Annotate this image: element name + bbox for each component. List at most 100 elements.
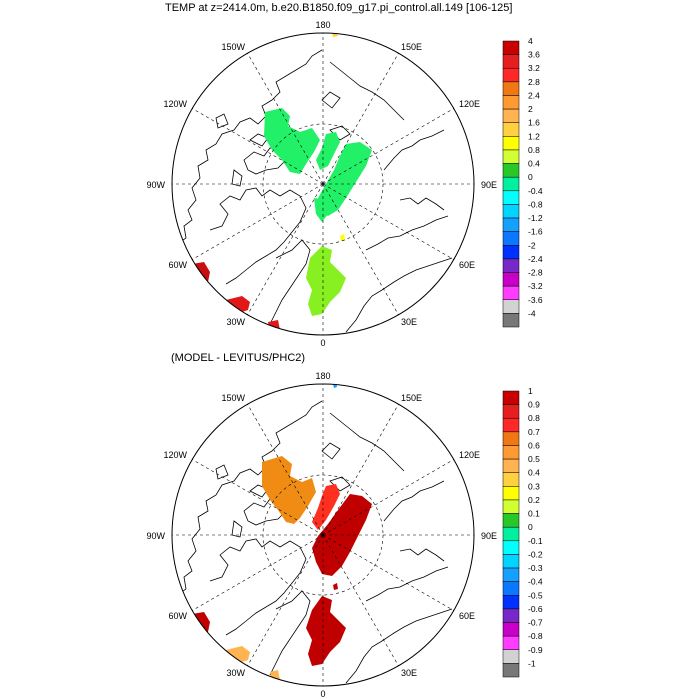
bottom-colorbar-label: 0.4 <box>528 468 540 478</box>
top-colorbar-swatch <box>502 176 520 192</box>
top-colorbar-swatch <box>502 108 520 123</box>
top-colorbar-label: -1.2 <box>528 213 543 223</box>
top-colorbar-label: 1.2 <box>528 131 540 141</box>
bottom-colorbar-swatch <box>502 567 520 582</box>
top-colorbar-label: -2 <box>528 240 536 250</box>
top-colorbar-label: 0 <box>528 172 533 182</box>
bottom-lon-label-180: 180 <box>315 371 330 381</box>
top-colorbar-label: -2.4 <box>528 254 543 264</box>
bottom-colorbar-label: 0.8 <box>528 413 540 423</box>
bottom-lon-label-60e: 60E <box>459 611 475 621</box>
top-colorbar-label: 1.6 <box>528 118 540 128</box>
top-colorbar-label: 4 <box>528 36 533 46</box>
top-lon-label-120w: 120W <box>163 99 187 109</box>
top-colorbar-label: -4 <box>528 308 536 318</box>
bottom-colorbar-label: 0.7 <box>528 427 540 437</box>
top-colorbar-swatch <box>502 95 520 110</box>
bottom-colorbar-swatch <box>502 608 520 623</box>
bottom-colorbar-label: 1 <box>528 386 533 396</box>
top-lon-label-0: 0 <box>320 338 325 348</box>
top-lon-label-30w: 30W <box>226 317 245 327</box>
top-colorbar-swatch <box>502 67 520 83</box>
top-colorbar-label: -3.6 <box>528 295 543 305</box>
top-colorbar-swatch <box>502 190 520 205</box>
top-colorbar-swatch <box>502 285 520 301</box>
bottom-colorbar-swatch <box>502 513 520 528</box>
top-lon-label-180: 180 <box>315 20 330 30</box>
top-colorbar-label: 3.6 <box>528 50 540 60</box>
top-lon-label-120e: 120E <box>459 99 480 109</box>
top-colorbar-swatch <box>502 149 520 164</box>
top-colorbar-label: 3.2 <box>528 63 540 73</box>
top-colorbar-swatch <box>502 258 520 273</box>
bottom-colorbar-swatch <box>502 431 520 446</box>
top-colorbar-label: -1.6 <box>528 227 543 237</box>
top-colorbar-swatch <box>502 299 520 314</box>
bottom-lon-label-150w: 150W <box>221 393 245 403</box>
top-longitude-labels: 180 150E 120E 90E 60E 30E 0 30W 60W 90W … <box>146 20 497 348</box>
bottom-colorbar-label: -0.4 <box>528 577 543 587</box>
top-colorbar-label: 0.8 <box>528 145 540 155</box>
bottom-lon-label-30w: 30W <box>226 668 245 678</box>
bottom-colorbar: 1 0.9 0.8 0.7 0.6 0.5 0.4 0.3 0.2 0.1 0 -0.1 -0.2 -0.… <box>502 386 543 678</box>
bottom-colorbar-label: -0.9 <box>528 645 543 655</box>
bottom-colorbar-label: -0.2 <box>528 549 543 559</box>
bottom-lon-label-90e: 90E <box>481 531 497 541</box>
bottom-colorbar-label: -0.7 <box>528 618 543 628</box>
top-polar-map: 180 150E 120E 90E 60E 30E 0 30W 60W 90W … <box>146 20 497 348</box>
bottom-colorbar-label: 0.3 <box>528 481 540 491</box>
top-lon-label-150e: 150E <box>401 42 422 52</box>
bottom-colorbar-swatch <box>502 581 520 596</box>
top-plot-title: TEMP at z=2414.0m, b.e20.B1850.f09_g17.p… <box>165 2 513 14</box>
bottom-colorbar-swatch <box>502 526 520 542</box>
bottom-colorbar-label: 0 <box>528 522 533 532</box>
bottom-colorbar-label: 0.9 <box>528 400 540 410</box>
top-colorbar-swatch <box>502 272 520 287</box>
bottom-longitude-labels: 180 150E 120E 90E 60E 30E 0 30W 60W 90W … <box>146 371 497 699</box>
top-lon-label-60w: 60W <box>168 260 187 270</box>
bottom-colorbar-label: -0.1 <box>528 536 543 546</box>
bottom-lon-label-90w: 90W <box>146 531 165 541</box>
bottom-colorbar-swatch <box>502 622 520 637</box>
bottom-colorbar-swatch <box>502 404 520 419</box>
top-colorbar-swatch <box>502 231 520 246</box>
bottom-colorbar-label: -1 <box>528 658 536 668</box>
bottom-colorbar-swatch <box>502 595 520 610</box>
top-coastlines <box>175 49 453 333</box>
bottom-colorbar-label: 0.1 <box>528 509 540 519</box>
top-colorbar-swatch <box>502 136 520 151</box>
top-lon-label-60e: 60E <box>459 260 475 270</box>
bottom-graticule <box>172 384 474 686</box>
bottom-colorbar-label: 0.2 <box>528 495 540 505</box>
bottom-colorbar-swatch <box>502 417 520 433</box>
bottom-colorbar-label: -0.6 <box>528 604 543 614</box>
bottom-colorbar-label: -0.3 <box>528 563 543 573</box>
bottom-colorbar-swatch <box>502 663 520 678</box>
bottom-lon-label-120e: 120E <box>459 450 480 460</box>
top-map-boundary <box>171 32 475 336</box>
top-temperature-field <box>192 33 372 332</box>
bottom-lon-label-60w: 60W <box>168 611 187 621</box>
bottom-polar-map: 180 150E 120E 90E 60E 30E 0 30W 60W 90W … <box>146 371 497 699</box>
top-colorbar-swatch <box>502 81 520 96</box>
bottom-colorbar-label: -0.8 <box>528 631 543 641</box>
top-lon-label-30e: 30E <box>401 317 417 327</box>
top-colorbar-label: 0.4 <box>528 159 540 169</box>
bottom-lon-label-150e: 150E <box>401 393 422 403</box>
bottom-lon-label-0: 0 <box>320 689 325 699</box>
bottom-colorbar-swatch <box>502 554 520 569</box>
bottom-lon-label-120w: 120W <box>163 450 187 460</box>
bottom-difference-field <box>192 384 372 682</box>
top-lon-label-150w: 150W <box>221 42 245 52</box>
bottom-colorbar-swatch <box>502 445 520 460</box>
top-lon-label-90w: 90W <box>146 180 165 190</box>
bottom-colorbar-swatch <box>502 458 520 473</box>
bottom-colorbar-swatch <box>502 540 520 555</box>
bottom-map-boundary <box>171 383 475 687</box>
bottom-colorbar-swatch <box>502 472 520 487</box>
bottom-plot-title: (MODEL - LEVITUS/PHC2) <box>171 352 306 364</box>
top-colorbar-swatch <box>502 217 520 232</box>
top-colorbar-label: -2.8 <box>528 268 543 278</box>
top-colorbar: 4 3.6 3.2 2.8 2.4 2 1.6 1.2 0.8 0.4 0 -0.4 -0.8 -1.2 -… <box>502 36 543 328</box>
